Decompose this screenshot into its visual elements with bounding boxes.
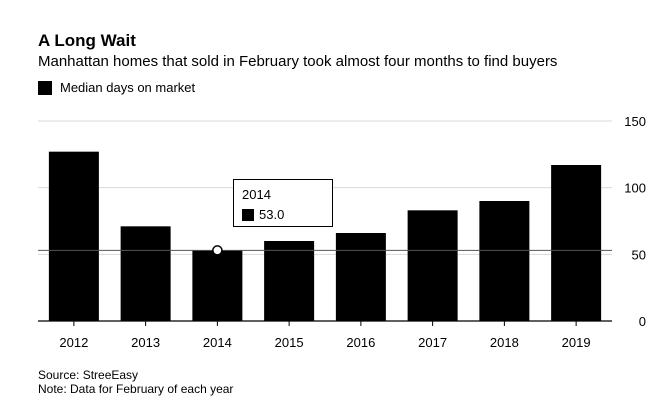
tooltip-value-row: 53.0 <box>242 207 284 222</box>
x-tick-label: 2017 <box>418 335 447 350</box>
highlight-marker <box>212 245 223 256</box>
tooltip: 2014 53.0 <box>233 179 333 227</box>
bar <box>264 241 315 321</box>
x-tick-label: 2013 <box>131 335 160 350</box>
chart-title: A Long Wait <box>38 31 136 50</box>
bar <box>192 250 243 321</box>
source-text: Source: StreeEasy <box>38 368 139 382</box>
x-tick-label: 2018 <box>490 335 519 350</box>
y-tick-label: 50 <box>632 247 646 262</box>
bar <box>407 210 458 321</box>
legend-label: Median days on market <box>60 80 196 95</box>
y-tick-label: 150 <box>624 114 646 129</box>
y-tick-label: 100 <box>624 181 646 196</box>
x-tick-label: 2015 <box>275 335 304 350</box>
bar <box>551 165 602 321</box>
y-tick-label: 0 <box>639 314 646 329</box>
tooltip-swatch <box>242 208 254 221</box>
legend: Median days on market <box>38 80 195 95</box>
x-tick-label: 2014 <box>203 335 232 350</box>
bar <box>48 151 99 321</box>
x-tick-label: 2012 <box>59 335 88 350</box>
x-tick-label: 2016 <box>346 335 375 350</box>
x-tick-label: 2019 <box>562 335 591 350</box>
bar <box>335 233 386 321</box>
tooltip-year: 2014 <box>242 187 271 202</box>
legend-swatch <box>38 80 52 95</box>
bar <box>120 226 171 321</box>
bar <box>479 201 530 321</box>
note-text: Note: Data for February of each year <box>38 382 234 396</box>
footer: Source: StreeEasy Note: Data for Februar… <box>38 368 233 396</box>
tooltip-value: 53.0 <box>259 207 285 222</box>
chart-subtitle: Manhattan homes that sold in February to… <box>38 53 558 70</box>
